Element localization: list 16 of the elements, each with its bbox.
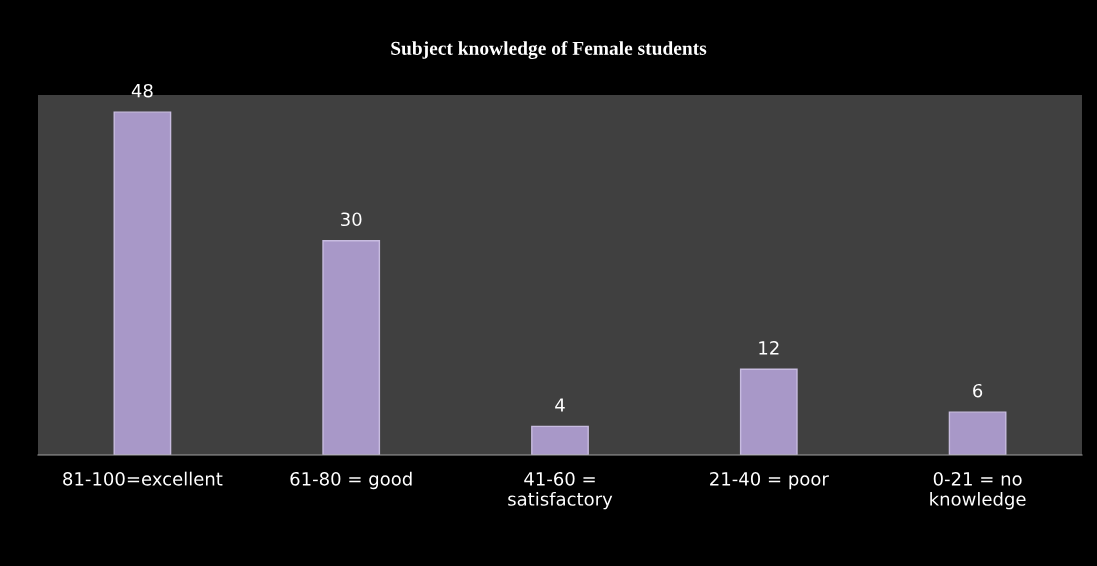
bar (113, 111, 172, 455)
x-tick-label: 41-60 = satisfactory (508, 471, 613, 510)
data-label: 30 (341, 212, 362, 227)
data-label: 12 (759, 341, 779, 355)
data-label: 6 (973, 383, 983, 398)
chart-title: Subject knowledge of Female students (391, 41, 707, 59)
bar (739, 368, 798, 455)
bar (531, 425, 589, 455)
bar (322, 240, 381, 455)
x-tick-label: 21-40 = poor (710, 471, 829, 490)
data-label: 48 (131, 83, 153, 98)
data-label: 4 (555, 398, 565, 412)
x-tick-label: 61-80 = good (290, 471, 412, 490)
x-tick-label: 0-21 = no knowledge (930, 471, 1026, 510)
x-tick-label: 81-100=excellent (63, 471, 223, 486)
bar (948, 411, 1007, 455)
